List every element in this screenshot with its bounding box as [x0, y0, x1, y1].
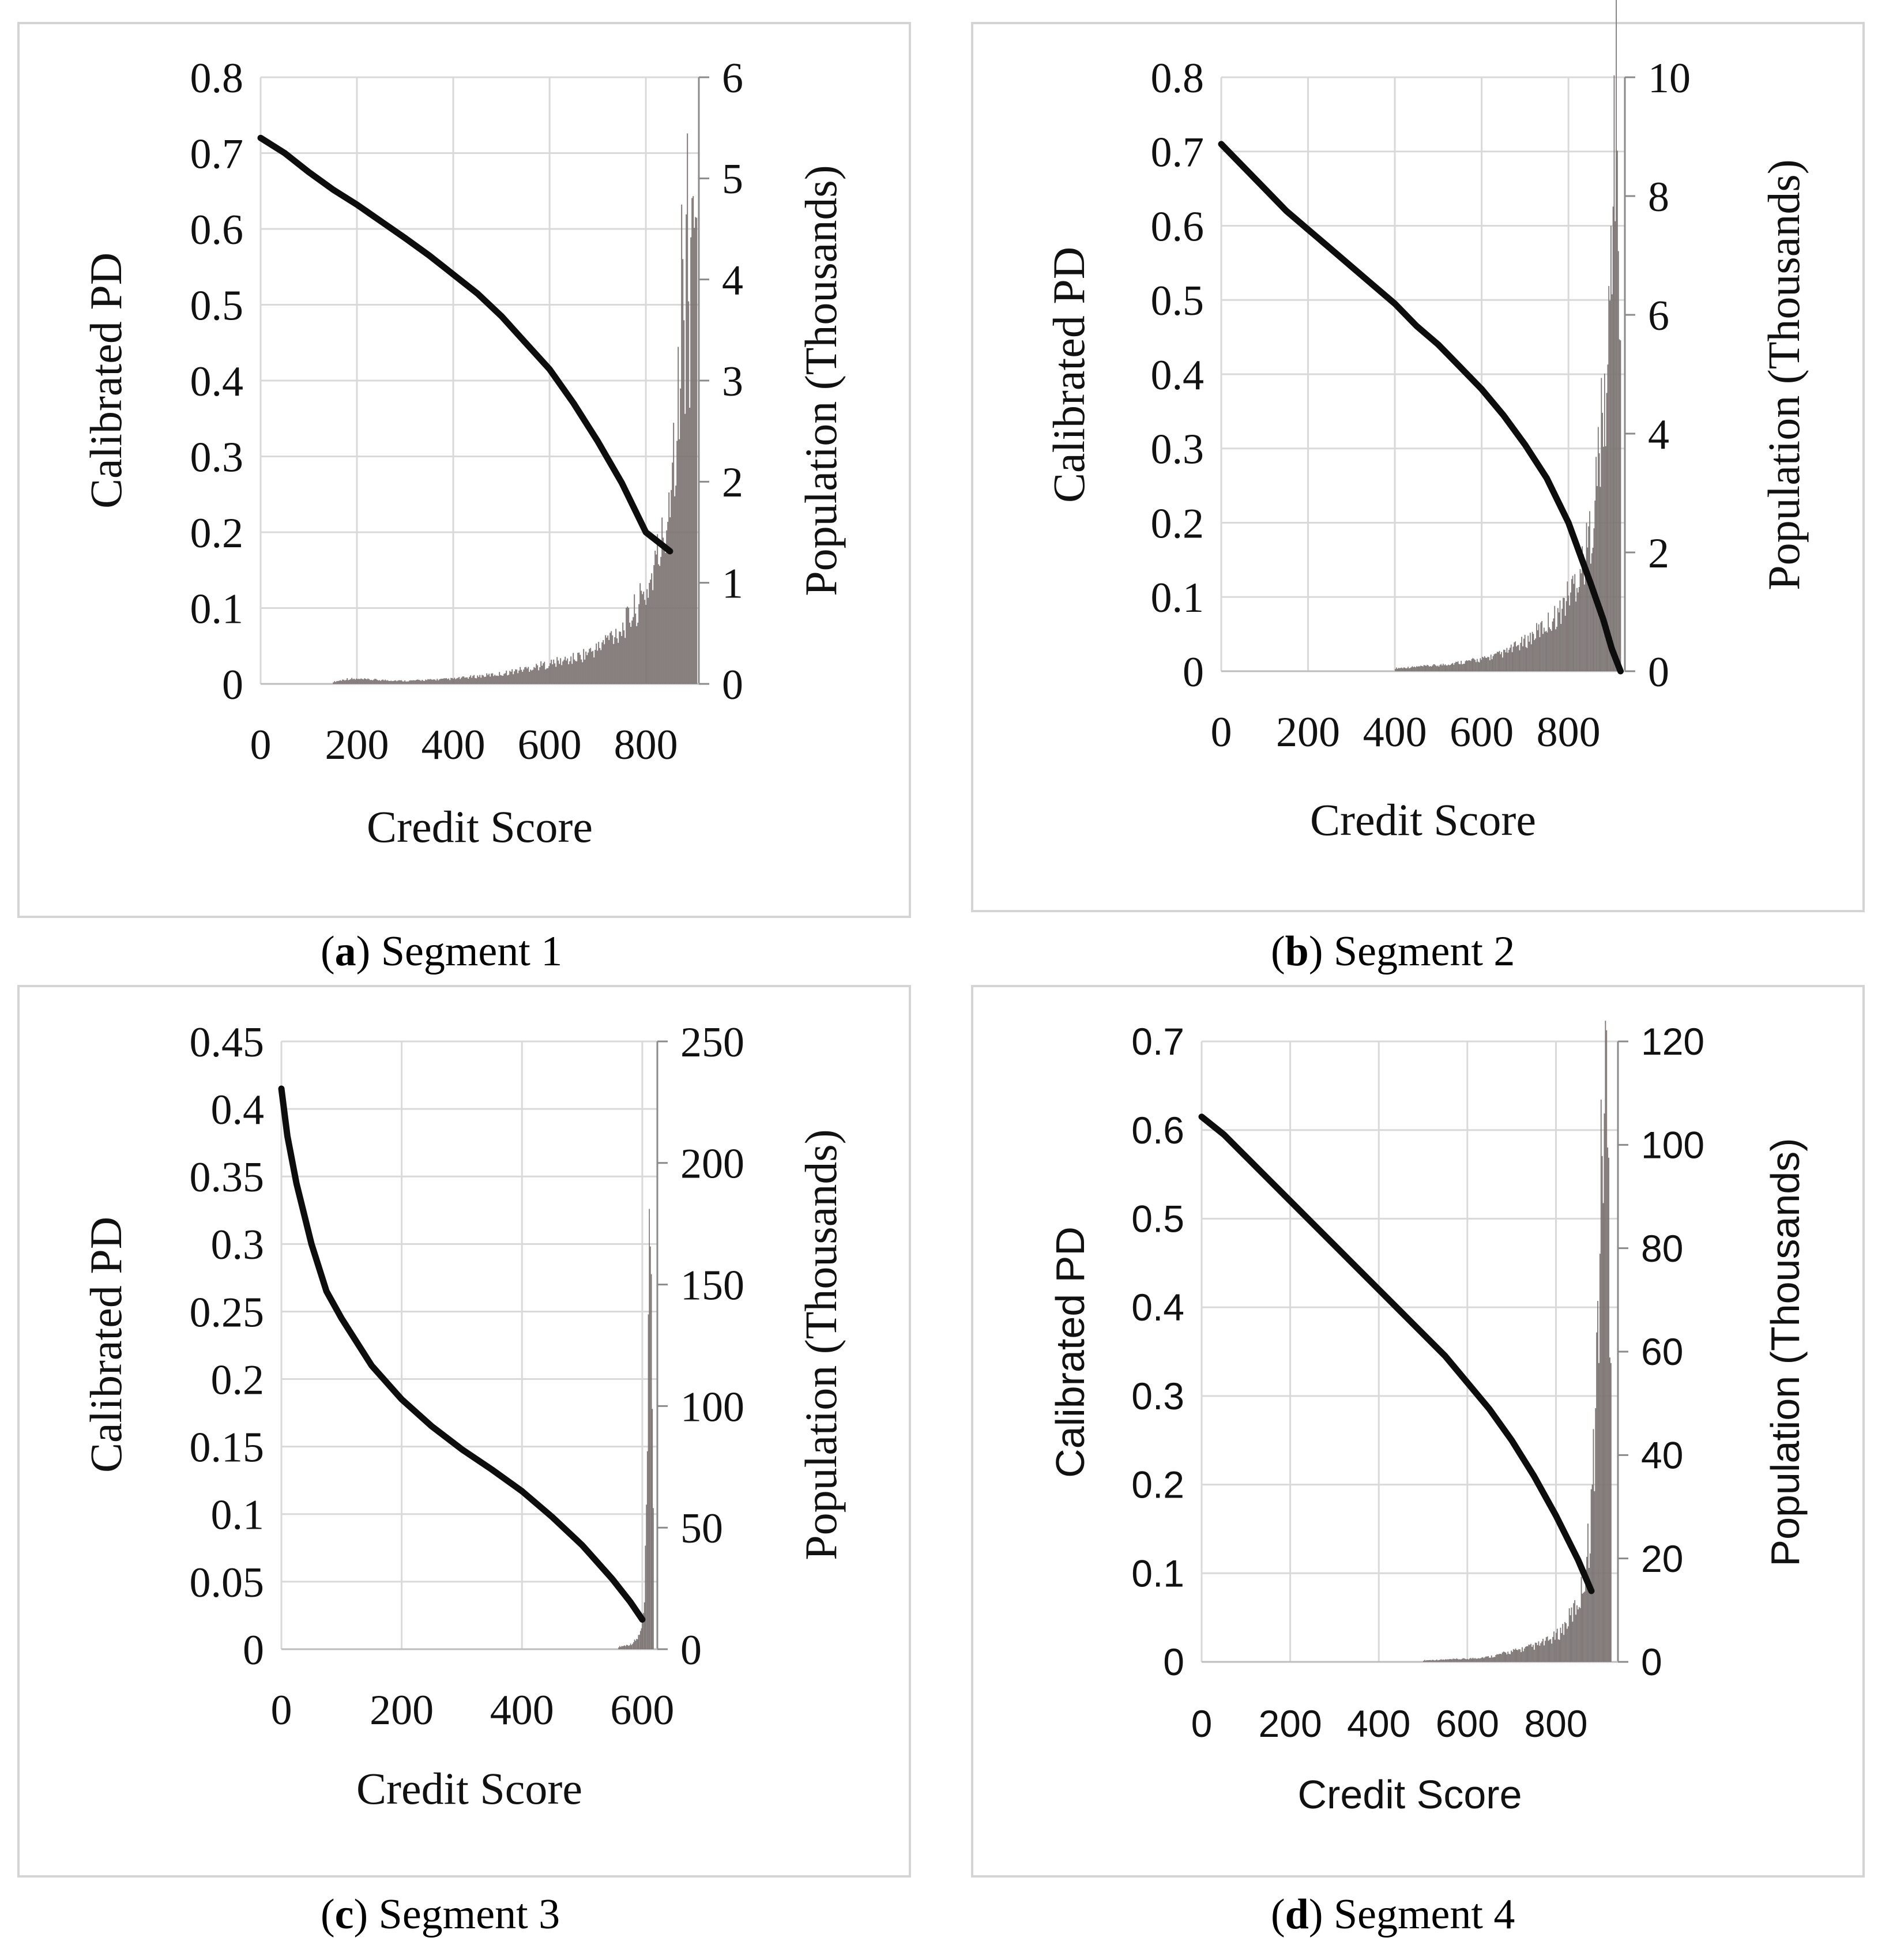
caption-b: (b) Segment 2 [1271, 928, 1515, 975]
caption-text: Segment 3 [378, 1891, 560, 1938]
panel-a-frame [17, 22, 911, 918]
caption-letter: c [334, 1891, 354, 1938]
caption-d: (d) Segment 4 [1271, 1891, 1515, 1938]
caption-c: (c) Segment 3 [321, 1891, 560, 1938]
caption-letter: b [1285, 928, 1309, 975]
caption-letter: d [1285, 1891, 1309, 1938]
caption-text: Segment 1 [381, 928, 563, 975]
caption-text: Segment 2 [1333, 928, 1515, 975]
caption-a: (a) Segment 1 [321, 928, 563, 975]
panel-d-frame [971, 985, 1865, 1878]
caption-text: Segment 4 [1333, 1891, 1515, 1938]
panel-b-frame [971, 22, 1865, 912]
caption-letter: a [334, 928, 356, 975]
panel-c-frame [17, 985, 911, 1878]
